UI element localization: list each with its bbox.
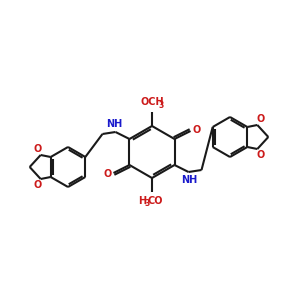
Text: 3: 3: [158, 100, 164, 109]
Text: OCH: OCH: [140, 97, 164, 107]
Text: O: O: [256, 114, 264, 124]
Text: NH: NH: [106, 119, 123, 129]
Text: O: O: [193, 125, 201, 135]
Text: CO: CO: [147, 196, 163, 206]
Text: H: H: [138, 196, 146, 206]
Text: NH: NH: [182, 175, 198, 185]
Text: O: O: [34, 144, 42, 154]
Text: O: O: [256, 150, 264, 160]
Text: O: O: [34, 180, 42, 190]
Text: O: O: [103, 169, 112, 179]
Text: 3: 3: [144, 200, 150, 208]
